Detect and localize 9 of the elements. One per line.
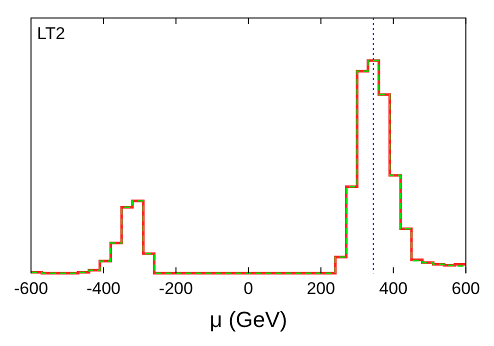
x-tick-label: -600 <box>14 279 48 298</box>
x-tick-label: 400 <box>379 279 408 298</box>
x-tick-label: 600 <box>452 279 480 298</box>
x-tick-label: -200 <box>158 279 193 298</box>
x-axis-title: μ (GeV) <box>210 306 288 332</box>
x-tick-label: -400 <box>86 279 120 298</box>
x-tick-label: 0 <box>244 279 254 298</box>
text: LT2 <box>37 24 66 44</box>
x-tick-label: 200 <box>306 279 336 298</box>
